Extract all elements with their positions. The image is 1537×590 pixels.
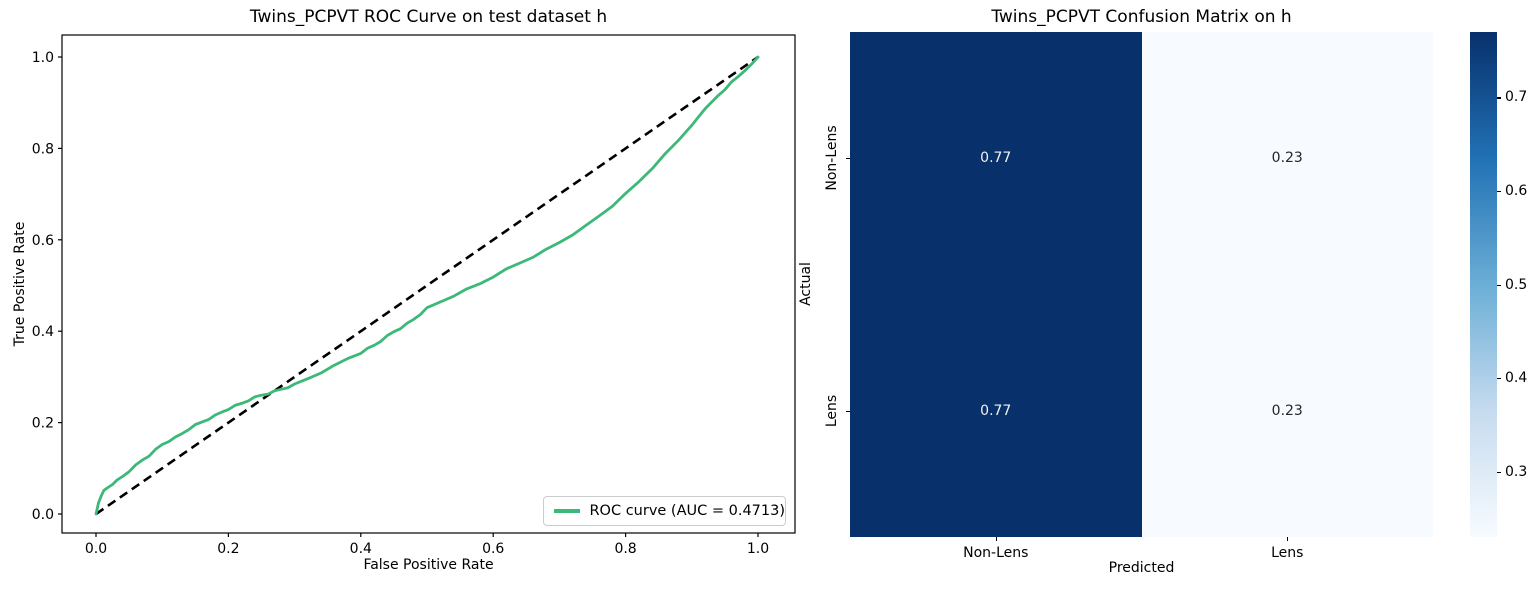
colorbar-tick-mark — [1497, 284, 1501, 286]
roc-plot-area: 0.0 0.2 0.4 0.6 0.8 1.0 0.0 0.2 0.4 0.6 0.8 1.0 — [32, 34, 796, 557]
y-tick-label: 0.4 — [32, 324, 54, 340]
chance-diagonal-line — [95, 55, 759, 516]
colorbar-tick-label: 0.5 — [1505, 276, 1528, 293]
colorbar-tick-label: 0.6 — [1505, 182, 1528, 199]
colorbar-tick-label: 0.4 — [1505, 370, 1528, 387]
confusion-matrix-cell-Non-Lens-Lens: 0.23 — [1141, 32, 1433, 285]
confusion-matrix-cell-Non-Lens-Non-Lens: 0.77 — [850, 32, 1142, 285]
x-tick-label: 0.8 — [614, 541, 636, 557]
roc-xaxis-label: False Positive Rate — [363, 557, 494, 573]
heatmap-y-tick-label: Non-Lens — [824, 125, 840, 191]
heatmap-x-tick-label: Non-Lens — [963, 545, 1029, 561]
roc-title: Twins_PCPVT ROC Curve on test dataset h — [249, 7, 608, 27]
colorbar-gradient — [1470, 32, 1497, 537]
roc-legend-label: ROC curve (AUC = 0.4713) — [589, 503, 785, 519]
colorbar-tick-mark — [1497, 190, 1501, 193]
x-tick-mark — [1287, 537, 1289, 541]
y-tick-label: 0.8 — [32, 141, 54, 157]
confusion-matrix-title: Twins_PCPVT Confusion Matrix on h — [991, 7, 1292, 27]
colorbar-tick-mark — [1497, 378, 1501, 380]
confusion-matrix-cell-Lens-Non-Lens: 0.77 — [850, 284, 1142, 537]
x-tick-label: 1.0 — [747, 541, 769, 557]
colorbar-tick-label: 0.7 — [1505, 89, 1528, 106]
heatmap-x-tick-label: Lens — [1271, 545, 1304, 561]
roc-axes-spines — [61, 34, 796, 534]
x-tick-label: 0.0 — [85, 541, 107, 557]
y-tick-label: 1.0 — [32, 50, 54, 66]
x-tick-label: 0.6 — [482, 541, 504, 557]
y-tick-mark — [846, 410, 850, 412]
roc-legend: ROC curve (AUC = 0.4713) — [543, 496, 786, 526]
colorbar-tick-label: 0.3 — [1505, 463, 1528, 480]
roc-yaxis-label: True Positive Rate — [12, 221, 28, 347]
roc-curve-line — [94, 55, 760, 516]
y-tick-label: 0.2 — [32, 416, 54, 432]
y-tick-label: 0.0 — [32, 507, 54, 523]
confusion-matrix-cell-Lens-Lens: 0.23 — [1141, 284, 1433, 537]
confusion-matrix-xaxis-label: Predicted — [1108, 560, 1175, 576]
y-tick-label: 0.6 — [32, 233, 54, 249]
x-tick-mark — [995, 537, 997, 541]
heatmap-y-tick-label: Lens — [824, 394, 840, 427]
x-tick-label: 0.4 — [350, 541, 372, 557]
colorbar-tick-mark — [1497, 97, 1501, 99]
confusion-matrix-yaxis-label: Actual — [798, 262, 814, 306]
roc-legend-line-swatch — [554, 509, 581, 513]
colorbar-tick-mark — [1497, 471, 1501, 473]
y-tick-mark — [846, 158, 850, 160]
x-tick-label: 0.2 — [217, 541, 239, 557]
